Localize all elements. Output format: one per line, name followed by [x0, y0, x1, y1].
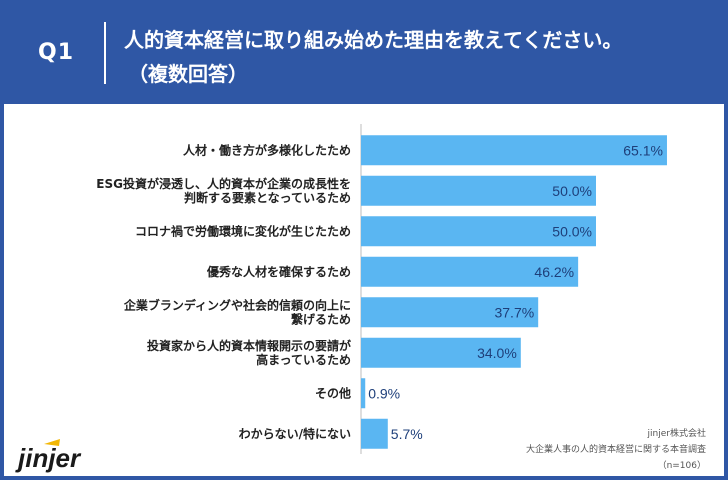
category-label-5-0: 投資家から人的資本情報開示の要請が	[147, 338, 351, 353]
logo-mark-icon	[44, 439, 60, 446]
question-number: Q1	[38, 40, 75, 65]
category-label-5-1: 高まっているため	[256, 352, 351, 367]
value-label-1: 50.0%	[552, 183, 592, 199]
header-banner: Q1 人的資本経営に取り組み始めた理由を教えてください。 （複数回答）	[0, 0, 728, 104]
category-label-2-0: コロナ禍で労働環境に変化が生じたため	[135, 223, 351, 238]
chart-subtitle: （複数回答）	[128, 62, 248, 86]
bar-2	[361, 216, 596, 247]
logo-wordmark: jinjer	[15, 443, 82, 473]
bar-1	[361, 175, 596, 206]
logo-icon: jinjer	[15, 439, 82, 473]
category-label-4-1: 繋げるため	[291, 311, 351, 326]
category-label-4-0: 企業ブランディングや社会的信頼の向上に	[123, 297, 351, 312]
bar-6	[361, 378, 366, 409]
chart-panel	[4, 104, 724, 476]
chart-title: 人的資本経営に取り組み始めた理由を教えてください。	[124, 28, 623, 52]
source-sample-size: （n=106）	[657, 461, 706, 471]
category-label-1-0: ESG投資が浸透し、人的資本が企業の成長性を	[96, 176, 351, 191]
bar-4	[361, 297, 539, 328]
bar-0	[361, 135, 667, 166]
value-label-7: 5.7%	[391, 426, 423, 442]
source-company: jinjer株式会社	[647, 429, 706, 439]
bar-3	[361, 256, 579, 287]
category-label-3-0: 優秀な人材を確保するため	[206, 264, 351, 279]
value-label-3: 46.2%	[534, 264, 574, 280]
value-label-0: 65.1%	[623, 142, 663, 158]
category-label-7-0: わからない/特にない	[239, 426, 351, 441]
category-label-1-1: 判断する要素となっているため	[184, 190, 351, 205]
value-label-6: 0.9%	[368, 385, 400, 401]
value-label-5: 34.0%	[477, 345, 517, 361]
source-survey: 大企業人事の人的資本経営に関する本音調査	[525, 445, 706, 455]
value-label-2: 50.0%	[552, 223, 592, 239]
value-label-4: 37.7%	[494, 304, 534, 320]
category-label-6-0: その他	[315, 385, 351, 400]
bar-7	[361, 418, 388, 449]
category-label-0-0: 人材・働き方が多様化したため	[183, 142, 351, 157]
header-divider	[104, 22, 106, 84]
bar-5	[361, 337, 521, 368]
